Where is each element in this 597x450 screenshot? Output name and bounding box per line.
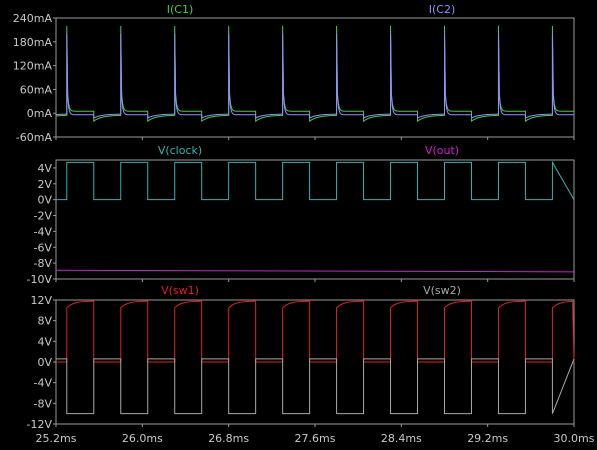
- y-tick-label: 8V: [37, 315, 52, 328]
- x-tick-label: 30.0ms: [554, 432, 595, 445]
- y-tick-label: -4V: [34, 377, 53, 390]
- y-tick-label: 12V: [30, 294, 52, 307]
- pane-frame: [55, 159, 575, 280]
- y-tick-label: 180mA: [13, 36, 53, 49]
- y-tick-label: 240mA: [13, 12, 53, 25]
- x-tick-label: 29.2ms: [467, 432, 508, 445]
- y-ticks: 12V 8V 4V 0V -4V -8V -12V: [27, 294, 56, 431]
- legend-entry-vout[interactable]: V(out): [425, 144, 459, 157]
- pane-switch-nodes[interactable]: 12V 8V 4V 0V -4V -8V -12V V(sw1) V(sw2): [27, 284, 575, 431]
- y-tick-label: 0V: [37, 194, 52, 207]
- y-tick-label: 2V: [37, 178, 52, 191]
- y-tick-label: -4V: [34, 225, 53, 238]
- y-ticks: 4V 2V 0V -2V -4V -6V -8V -10V: [27, 162, 56, 286]
- pane-capacitor-currents[interactable]: 240mA 180mA 120mA 60mA 0mA -60mA I(C1) I(C2): [13, 3, 575, 144]
- y-tick-label: -10V: [27, 273, 53, 286]
- x-tick-label: 26.0ms: [122, 432, 163, 445]
- x-tick-label: 28.4ms: [381, 432, 422, 445]
- traces: [55, 160, 575, 273]
- trace-ic1: [55, 25, 574, 123]
- legend-entry-vsw2[interactable]: V(sw2): [423, 284, 461, 297]
- y-tick-label: 4V: [37, 162, 52, 175]
- y-tick-label: -60mA: [16, 131, 53, 144]
- y-tick-label: 60mA: [20, 83, 53, 96]
- y-tick-label: -6V: [34, 241, 53, 254]
- x-ticks: 25.2ms 26.0ms 26.8ms 27.6ms 28.4ms 29.2ms 30.0…: [36, 137, 595, 445]
- trace-vclock: [56, 160, 575, 201]
- trace-vsw2: [56, 358, 575, 415]
- legend-entry-vsw1[interactable]: V(sw1): [161, 284, 199, 297]
- y-ticks: 240mA 180mA 120mA 60mA 0mA -60mA: [13, 12, 56, 144]
- y-tick-label: -12V: [27, 418, 53, 431]
- y-tick-label: 120mA: [13, 60, 53, 73]
- pane-frame: [55, 17, 575, 138]
- legend-entry-vclock[interactable]: V(clock): [158, 144, 202, 157]
- trace-ic2: [55, 33, 574, 119]
- traces: [55, 25, 574, 123]
- y-tick-label: -8V: [34, 397, 53, 410]
- traces: [56, 300, 575, 415]
- x-tick-label: 27.6ms: [295, 432, 336, 445]
- x-tick-label: 25.2ms: [36, 432, 77, 445]
- y-tick-label: -8V: [34, 257, 53, 270]
- pane-clock-out[interactable]: 4V 2V 0V -2V -4V -6V -8V -10V V(clock) V(out): [27, 144, 575, 286]
- legend-entry-ic1[interactable]: I(C1): [167, 3, 194, 16]
- y-tick-label: 4V: [37, 335, 52, 348]
- trace-vsw1: [56, 300, 575, 363]
- y-tick-label: -2V: [34, 210, 53, 223]
- y-tick-label: 0mA: [27, 107, 53, 120]
- x-tick-label: 26.8ms: [208, 432, 249, 445]
- trace-vout: [55, 269, 575, 273]
- legend-entry-ic2[interactable]: I(C2): [429, 3, 456, 16]
- y-tick-label: 0V: [37, 356, 52, 369]
